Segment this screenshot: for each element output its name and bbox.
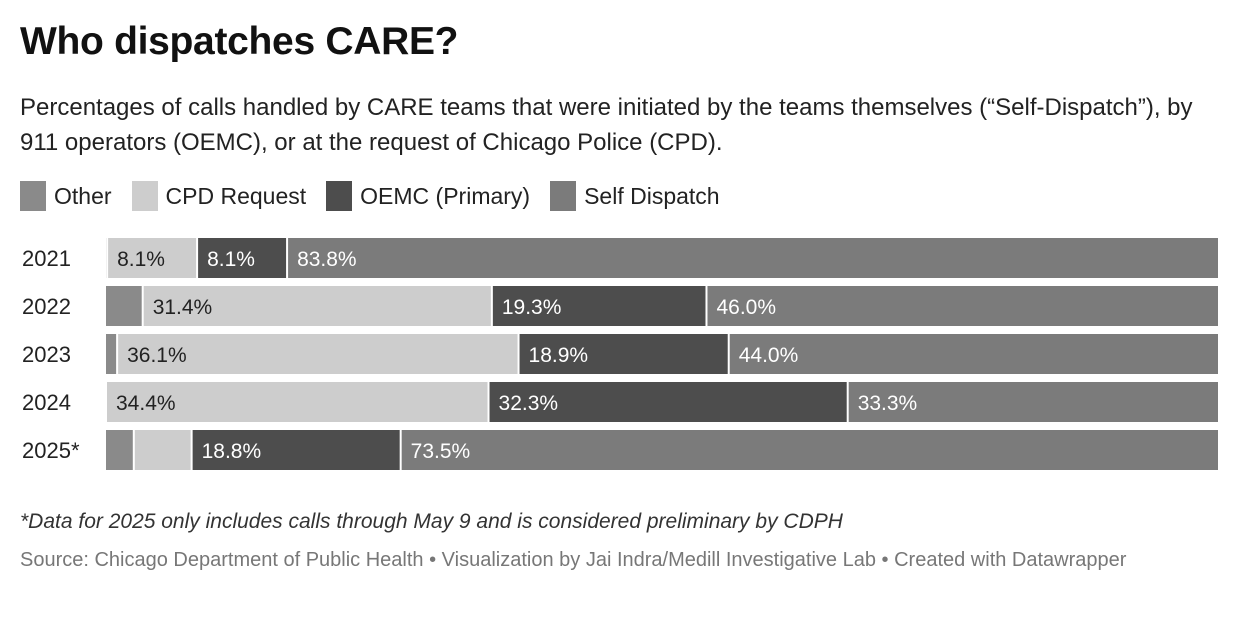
stacked-bar-chart: 2021 8.1% 8.1% 83.8% 2022 31.4% 19.3% 46.0% 2023… [22,238,1218,470]
segment-divider [105,382,107,422]
data-label-oemc-primary: 18.8% [202,440,262,463]
segment-divider [106,238,109,278]
data-label-self-dispatch: 44.0% [739,344,799,367]
legend-item-oemc: OEMC (Primary) [326,181,530,211]
bar-segment-cpd-request [107,238,198,278]
data-label-oemc-primary: 32.3% [499,392,559,415]
bar-segment-cpd-request [117,334,519,374]
chart-subtitle: Percentages of calls handled by CARE tea… [20,94,1193,156]
bar-segment-self-dispatch [400,430,1218,470]
segment-divider [517,334,520,374]
data-label-oemc-primary: 18.9% [529,344,589,367]
bar-segment-other [106,430,134,470]
data-label-self-dispatch: 46.0% [716,296,776,319]
segment-divider [196,238,199,278]
data-label-self-dispatch: 33.3% [858,392,918,415]
legend-swatch-other [20,181,46,211]
bar-segment-other [106,286,143,326]
source-credit: Source: Chicago Department of Public Hea… [20,549,1127,571]
legend-label-oemc: OEMC (Primary) [360,182,531,209]
bar-segment-oemc-primary [197,238,288,278]
bar-segment-self-dispatch [728,334,1218,374]
segment-divider [399,430,402,470]
bar-segment-cpd-request [106,382,489,422]
chart-title: Who dispatches CARE? [20,20,459,63]
data-label-oemc-primary: 8.1% [207,248,255,271]
bar-segment-self-dispatch [847,382,1218,422]
segment-divider [727,334,730,374]
segment-divider [705,286,708,326]
legend-item-cpd-request: CPD Request [131,181,307,211]
legend-swatch-cpd-request [131,181,158,211]
legend-label-cpd-request: CPD Request [165,182,307,209]
data-label-self-dispatch: 83.8% [297,248,357,271]
data-label-self-dispatch: 73.5% [411,440,471,463]
bar-segment-cpd-request [142,286,492,326]
footnote: *Data for 2025 only includes calls throu… [20,510,843,533]
bar-segment-self-dispatch [706,286,1218,326]
bar-segment-cpd-request [133,430,192,470]
segment-divider [132,430,135,470]
segment-divider [116,334,119,374]
category-label: 2024 [22,390,71,415]
bar-segment-oemc-primary [191,430,401,470]
data-label-cpd-request: 8.1% [117,248,165,271]
segment-divider [490,286,493,326]
category-label: 2022 [22,294,71,319]
legend-item-other: Other [20,181,112,211]
category-label: 2025* [22,438,80,463]
data-label-oemc-primary: 19.3% [502,296,562,319]
bar-segment-oemc-primary [518,334,729,374]
bar-segment-self-dispatch [287,238,1218,278]
segment-divider [846,382,849,422]
bar-segment-oemc-primary [488,382,848,422]
bar-segment-other [106,334,118,374]
data-label-cpd-request: 36.1% [127,344,187,367]
data-label-cpd-request: 31.4% [153,296,213,319]
segment-divider [487,382,490,422]
legend-item-self-dispatch: Self Dispatch [550,181,720,211]
legend-label-other: Other [54,182,112,209]
data-label-cpd-request: 34.4% [116,392,176,415]
segment-divider [141,286,144,326]
legend-label-self-dispatch: Self Dispatch [584,182,720,209]
category-label: 2021 [22,246,71,271]
segment-divider [190,430,193,470]
legend-swatch-oemc [326,181,353,211]
category-label: 2023 [22,342,71,367]
bar-segment-oemc-primary [491,286,707,326]
legend: Other CPD Request OEMC (Primary) Self Di… [20,180,740,212]
legend-swatch-self-dispatch [550,181,577,211]
segment-divider [286,238,289,278]
